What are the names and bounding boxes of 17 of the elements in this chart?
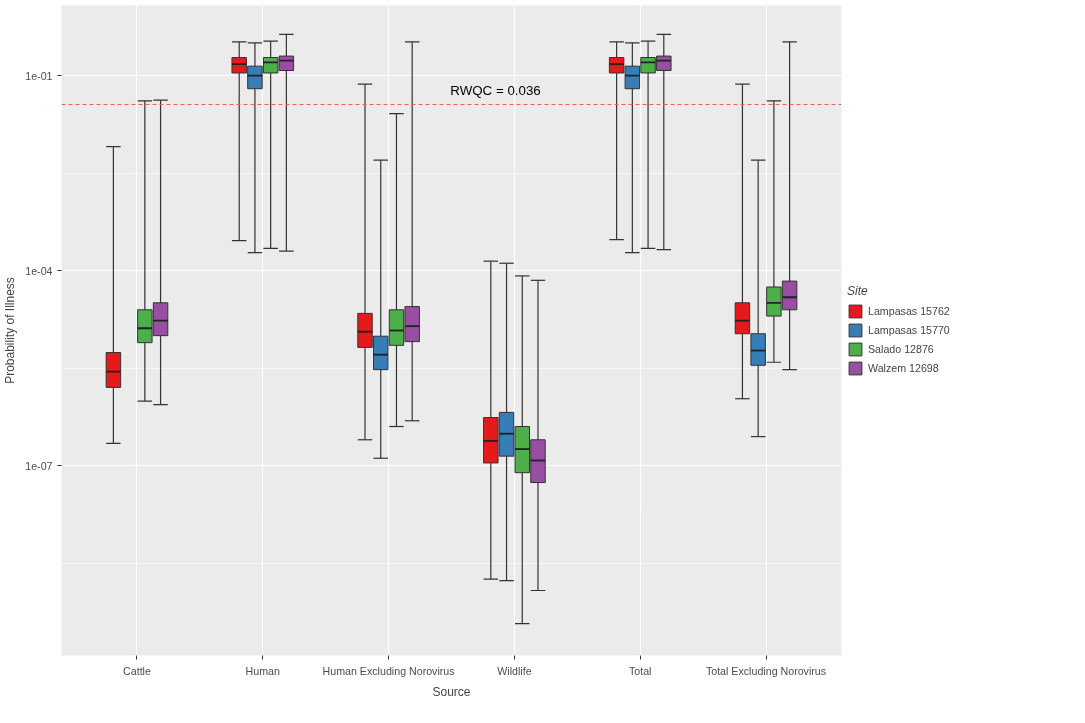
- x-axis-title: Source: [432, 684, 471, 699]
- y-tick-label: 1e-01: [25, 69, 53, 82]
- x-tick-label: Cattle: [123, 664, 151, 677]
- legend-label: Walzem 12698: [868, 362, 939, 374]
- ref-line-label: RWQC = 0.036: [450, 83, 541, 99]
- y-tick-label: 1e-04: [25, 264, 53, 277]
- y-tick-label: 1e-07: [25, 459, 53, 472]
- legend-title: Site: [847, 284, 869, 298]
- x-tick-label: Total: [628, 664, 652, 677]
- x-tick-label: Human: [245, 664, 281, 677]
- x-tick-label: Wildlife: [497, 664, 532, 677]
- legend-label: Lampasas 15770: [868, 324, 950, 336]
- legend-label: Lampasas 15762: [868, 305, 950, 317]
- legend-label: Salado 12876: [868, 343, 934, 355]
- x-tick-label: Total Excluding Norovirus: [705, 664, 827, 677]
- y-axis-title: Probability of Illness: [3, 277, 18, 384]
- x-tick-label: Human Excluding Norovirus: [322, 664, 455, 677]
